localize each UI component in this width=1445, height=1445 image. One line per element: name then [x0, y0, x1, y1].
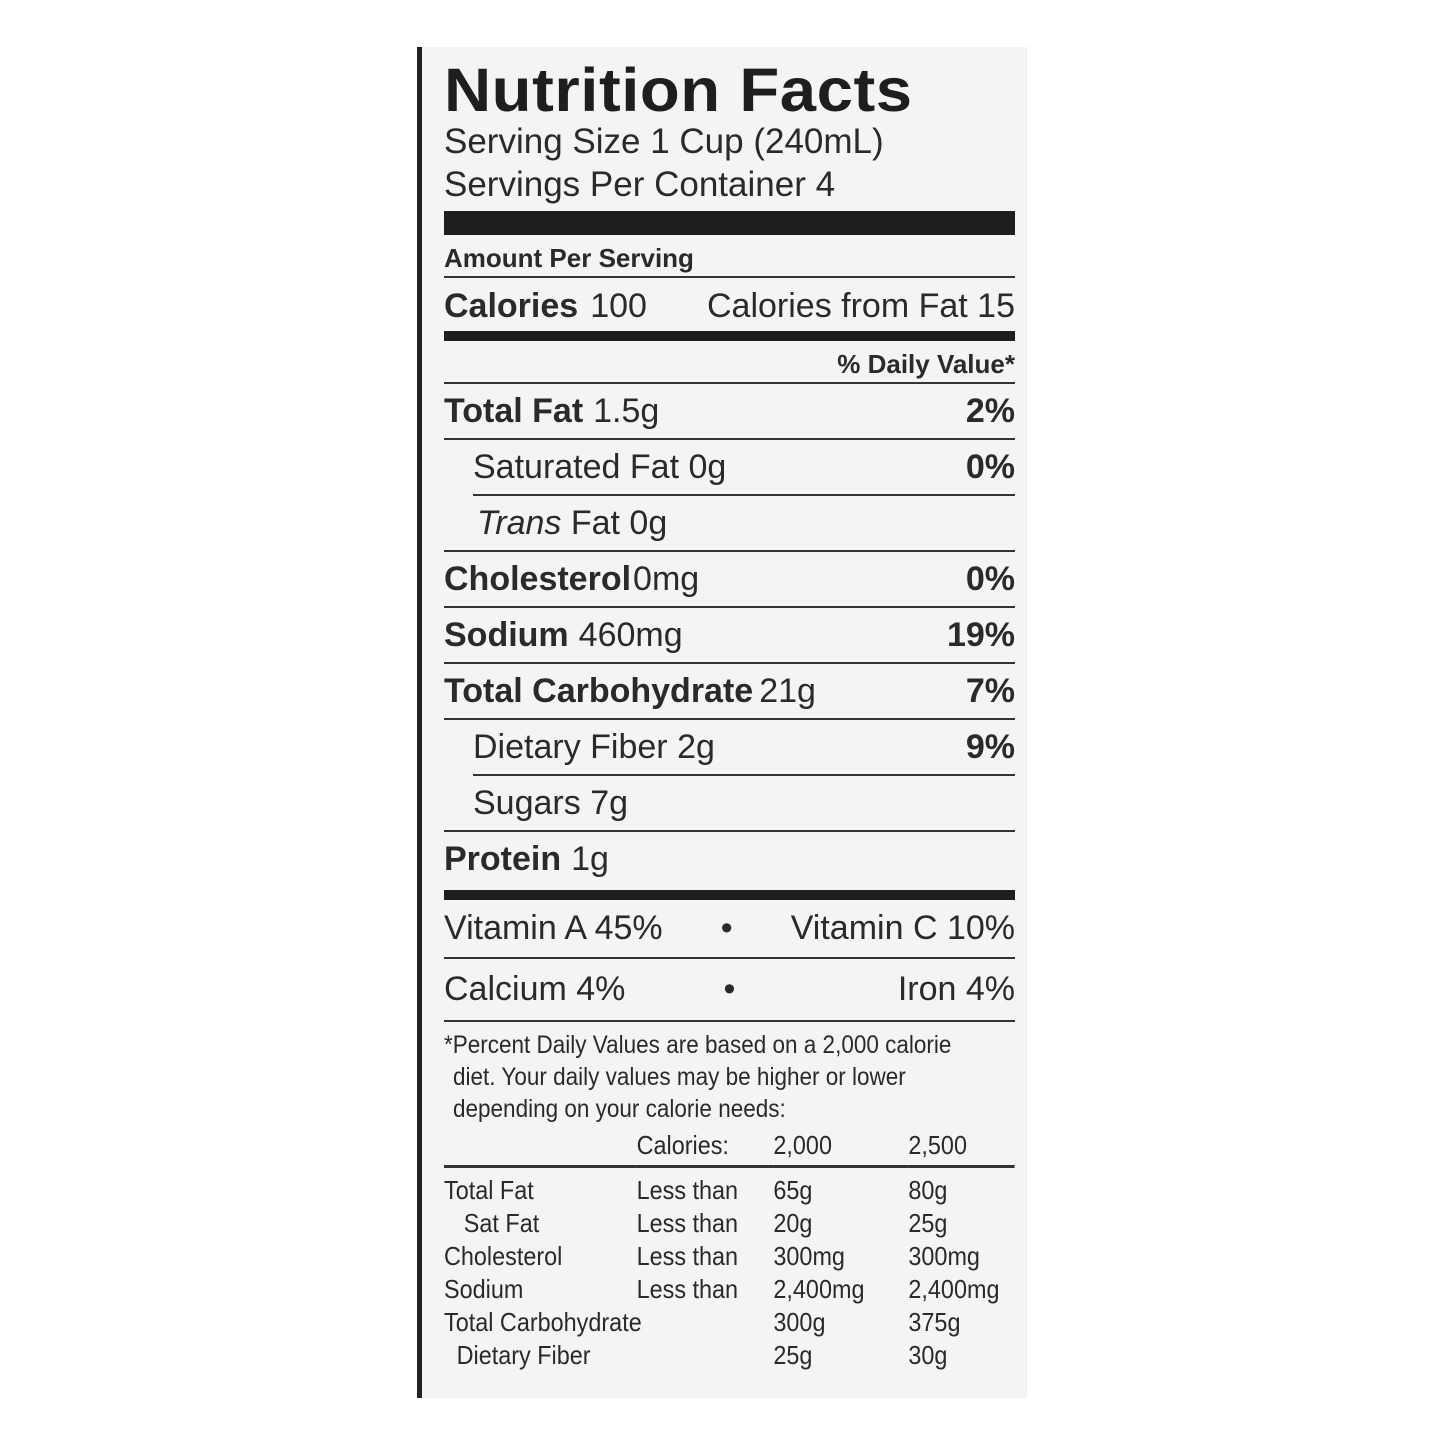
- table-cell: Dietary Fiber: [456, 1340, 591, 1370]
- table-cell: 2,400mg: [908, 1274, 1000, 1304]
- nutrient-dv: 2%: [965, 391, 1015, 430]
- calories-value: 100: [590, 287, 647, 325]
- nutrient-name-italic: Trans: [477, 503, 562, 542]
- table-cell: 25g: [908, 1208, 948, 1238]
- table-row: Dietary Fiber 25g 30g: [444, 1339, 1015, 1372]
- table-cell: Less than: [636, 1175, 739, 1205]
- nutrient-dv: 0%: [965, 559, 1015, 598]
- divider: [444, 276, 1015, 278]
- thick-divider: [444, 331, 1015, 341]
- nutrient-name: Sugars: [473, 783, 581, 822]
- table-cell: 300mg: [773, 1241, 845, 1271]
- divider: [444, 382, 1015, 384]
- table-cell: 300mg: [908, 1241, 980, 1271]
- nutrient-row-trans-fat: Trans Fat 0g: [444, 496, 1015, 552]
- nutrient-name: Dietary Fiber: [473, 727, 668, 766]
- footnote-line: depending on your calorie needs:: [453, 1095, 786, 1123]
- header-cell: Calories:: [636, 1129, 729, 1160]
- header-cell: [444, 1125, 637, 1167]
- nutrition-facts-panel: Nutrition Facts Serving Size 1 Cup (240m…: [417, 47, 1027, 1398]
- nutrient-row-total-fat: Total Fat 1.5g 2%: [444, 384, 1015, 440]
- nutrient-row-protein: Protein 1g: [444, 832, 1015, 888]
- nutrient-row-sodium: Sodium 460mg 19%: [444, 608, 1015, 664]
- vitamin-a: Vitamin A 45%: [444, 909, 663, 947]
- table-cell: 30g: [908, 1340, 948, 1370]
- nutrient-name: Cholesterol: [444, 559, 632, 598]
- calories-row: Calories 100 Calories from Fat 15: [444, 278, 1015, 329]
- table-cell: Total Fat: [444, 1175, 534, 1205]
- nutrient-amount: 1.5g: [593, 391, 660, 430]
- table-cell: 2,400mg: [773, 1274, 865, 1304]
- table-row: Total Carbohydrate 300g 375g: [444, 1306, 1015, 1339]
- iron: Iron 4%: [897, 970, 1015, 1008]
- nutrient-amount: 1g: [571, 839, 609, 878]
- nutrient-amount: 2g: [677, 727, 715, 766]
- serving-size: Serving Size 1 Cup (240mL): [444, 122, 884, 161]
- table-cell: Sat Fat: [463, 1208, 540, 1238]
- nutrient-amount: 0mg: [633, 559, 700, 598]
- footnote-line: diet. Your daily values may be higher or…: [453, 1063, 906, 1091]
- nutrient-dv: 9%: [965, 727, 1015, 766]
- table-cell: 20g: [773, 1208, 813, 1238]
- nutrient-amount: 460mg: [578, 615, 683, 654]
- table-header: Calories: 2,000 2,500: [444, 1125, 1015, 1167]
- nutrient-row-total-carbohydrate: Total Carbohydrate 21g 7%: [444, 664, 1015, 720]
- nutrient-amount: 21g: [759, 671, 816, 710]
- table-cell: Sodium: [444, 1274, 524, 1304]
- nutrient-dv: 19%: [946, 615, 1015, 654]
- footnote-line: *Percent Daily Values are based on a 2,0…: [444, 1031, 952, 1059]
- table-cell: 80g: [908, 1175, 948, 1205]
- nutrient-row-sugars: Sugars 7g: [444, 776, 1015, 832]
- daily-value-header: % Daily Value*: [837, 349, 1015, 379]
- nutrient-amount: 0g: [688, 447, 727, 486]
- nutrient-name: Sodium: [444, 615, 569, 654]
- nutrient-name: Total Fat: [444, 391, 584, 430]
- servings-per-container: Servings Per Container 4: [444, 165, 836, 204]
- header-cell: 2,000: [773, 1129, 832, 1160]
- calcium: Calcium 4%: [444, 970, 626, 1008]
- nutrient-dv: 0%: [965, 447, 1015, 486]
- table-row: Total Fat Less than 65g 80g: [444, 1167, 1015, 1208]
- calories-label: Calories: [444, 287, 579, 325]
- vitamin-c: Vitamin C 10%: [790, 909, 1015, 947]
- table-row: Sat Fat Less than 20g 25g: [444, 1207, 1015, 1240]
- thick-divider: [444, 890, 1015, 900]
- table-cell: Cholesterol: [444, 1241, 563, 1271]
- nutrient-row-saturated-fat: Saturated Fat 0g 0%: [473, 440, 1015, 496]
- table-row: Sodium Less than 2,400mg 2,400mg: [444, 1273, 1015, 1306]
- table-cell: Less than: [636, 1208, 739, 1238]
- vitamin-row-1: Vitamin A 45% • Vitamin C 10%: [444, 900, 1015, 959]
- daily-values-table: Calories: 2,000 2,500 Total Fat Less than…: [444, 1125, 1015, 1372]
- thick-divider: [444, 211, 1015, 235]
- vitamin-row-2: Calcium 4% • Iron 4%: [444, 959, 1015, 1022]
- table-cell: Total Carbohydrate: [444, 1307, 642, 1337]
- nutrient-row-dietary-fiber: Dietary Fiber 2g 9%: [473, 720, 1015, 776]
- calories-from-fat: Calories from Fat 15: [707, 287, 1015, 325]
- nutrient-name: Fat: [570, 503, 620, 542]
- nutrient-amount: 0g: [629, 503, 668, 542]
- nutrient-amount: 7g: [590, 783, 629, 822]
- table-row: Cholesterol Less than 300mg 300mg: [444, 1240, 1015, 1273]
- label-title: Nutrition Facts: [444, 56, 913, 124]
- table-cell: Less than: [636, 1241, 739, 1271]
- nutrient-dv: 7%: [965, 671, 1015, 710]
- bullet: •: [720, 909, 733, 947]
- table-cell: 300g: [773, 1307, 826, 1337]
- footnote: *Percent Daily Values are based on a 2,0…: [444, 1029, 1015, 1125]
- nutrient-name: Saturated Fat: [473, 447, 680, 486]
- nutrient-row-cholesterol: Cholesterol0mg 0%: [444, 552, 1015, 608]
- bullet: •: [723, 970, 736, 1008]
- table-cell: 25g: [773, 1340, 813, 1370]
- table-cell: Less than: [636, 1274, 739, 1304]
- amount-per-serving: Amount Per Serving: [444, 243, 694, 273]
- header-cell: 2,500: [908, 1129, 967, 1160]
- nutrient-name: Protein: [444, 839, 562, 878]
- nutrient-name: Total Carbohydrate: [444, 671, 754, 710]
- table-cell: 65g: [773, 1175, 813, 1205]
- table-cell: 375g: [908, 1307, 961, 1337]
